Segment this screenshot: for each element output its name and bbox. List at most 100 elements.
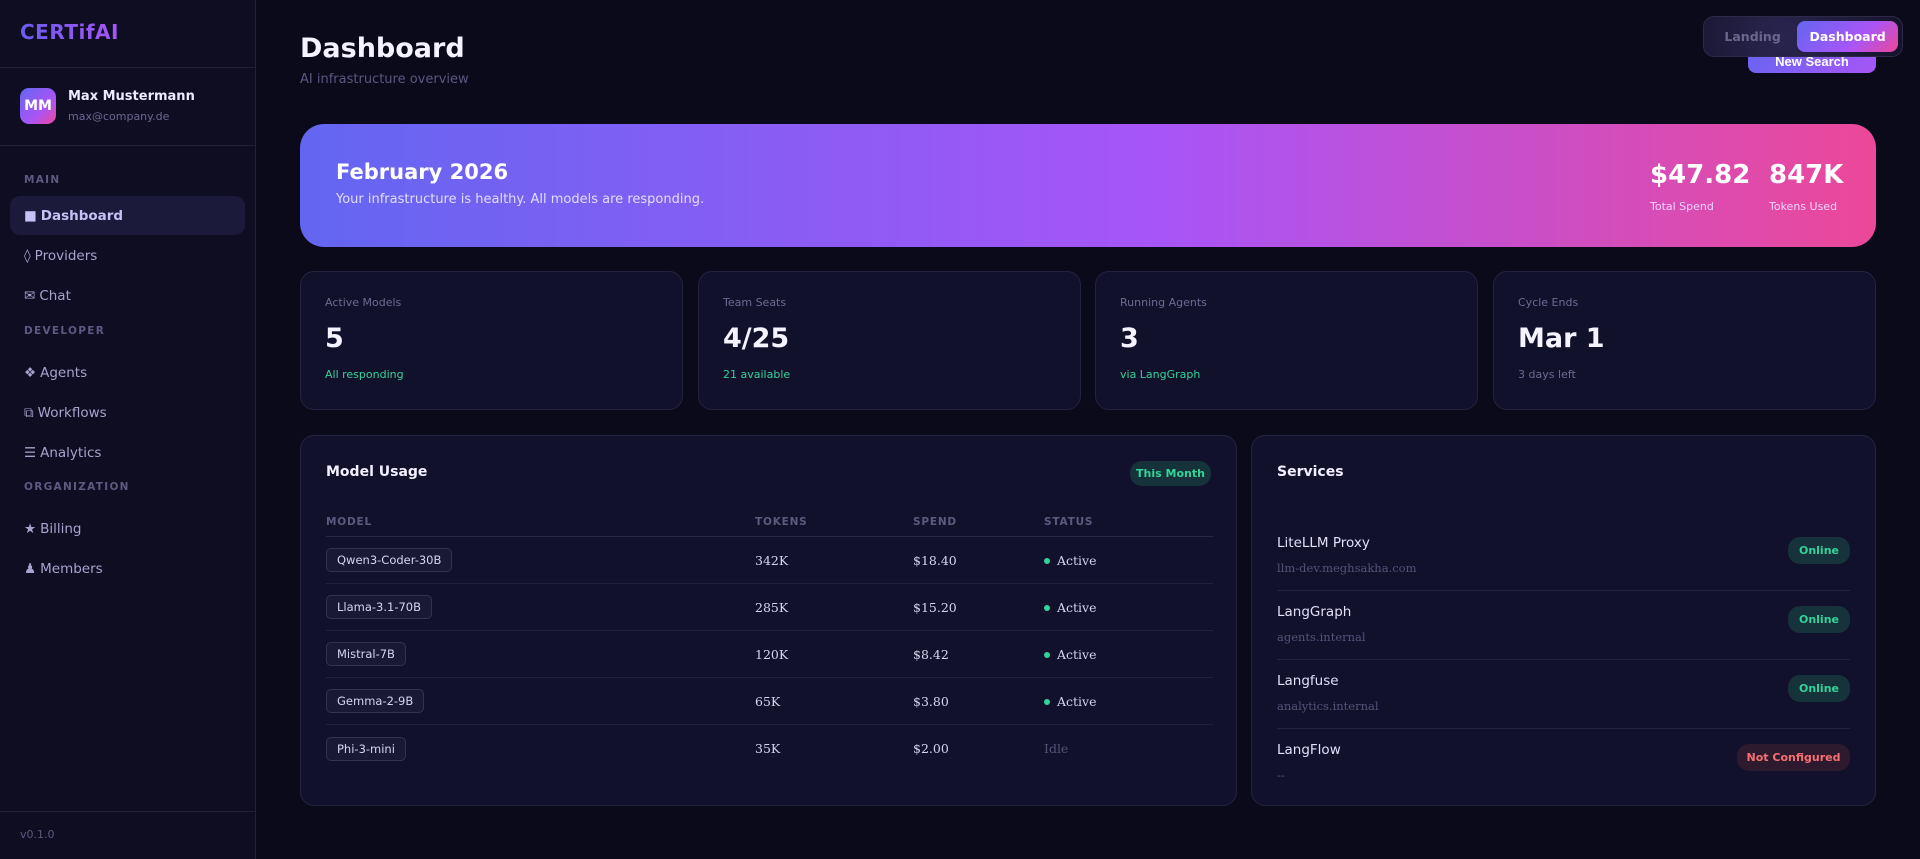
sidebar-item-analytics[interactable]: ☰ Analytics [10,433,245,472]
stat-label: Total Spend [1650,200,1714,213]
service-row[interactable]: LangFlow -- Not Configured [1277,728,1850,798]
card-label: Active Models [325,296,402,309]
providers-icon: ◊ [24,247,31,264]
panel-title: Services [1277,464,1344,480]
card-value: 5 [325,323,344,354]
model-chip: Qwen3-Coder-30B [326,548,453,572]
stat-card: Running Agents 3 via LangGraph [1095,271,1478,410]
spend-cell: $8.42 [913,646,949,662]
service-row[interactable]: LiteLLM Proxy llm-dev.meghsakha.com Online [1277,521,1850,591]
table-row[interactable]: Gemma-2-9B 65K $3.80 Active [326,678,1213,725]
status-cell: Active [1044,694,1213,709]
model-chip: Mistral-7B [326,642,406,666]
avatar: MM [20,88,56,124]
service-name: LangFlow [1277,742,1341,758]
toggle-dashboard[interactable]: Dashboard [1797,21,1898,52]
user-name: Max Mustermann [68,89,195,104]
hero-banner: February 2026 Your infrastructure is hea… [300,124,1876,247]
nav-section-label: MAIN [24,174,61,186]
sidebar-item-label: Members [40,560,103,577]
table-row[interactable]: Mistral-7B 120K $8.42 Active [326,631,1213,678]
sidebar-item-label: Analytics [40,444,102,461]
sidebar-item-label: Providers [34,247,98,264]
status-dot-icon [1044,699,1050,705]
page-subtitle: AI infrastructure overview [300,72,469,87]
service-host: agents.internal [1277,630,1366,644]
status-text: Active [1057,552,1097,568]
dashboard-icon: ■ [24,207,37,224]
card-label: Cycle Ends [1518,296,1579,309]
card-subtext: 21 available [723,368,791,381]
sidebar-item-dashboard[interactable]: ■ Dashboard [10,196,245,235]
divider [0,67,255,68]
spend-cell: $3.80 [913,693,949,709]
table-row[interactable]: Qwen3-Coder-30B 342K $18.40 Active [326,537,1213,584]
billing-icon: ★ [24,520,37,537]
card-value: Mar 1 [1518,323,1605,354]
sidebar-item-label: Workflows [37,404,107,421]
model-chip: Llama-3.1-70B [326,595,433,619]
status-cell: Active [1044,553,1213,568]
user-profile[interactable]: MM Max Mustermann max@company.de [20,88,195,124]
status-cell: Idle [1044,741,1213,756]
analytics-icon: ☰ [24,444,37,461]
status-dot-icon [1044,605,1050,611]
hero-message: Your infrastructure is healthy. All mode… [336,192,705,207]
stat-value: $47.82 [1650,160,1751,190]
service-row[interactable]: LangGraph agents.internal Online [1277,590,1850,660]
sidebar-item-label: Chat [39,287,71,304]
service-name: LiteLLM Proxy [1277,535,1370,551]
services-panel: Services LiteLLM Proxy llm-dev.meghsakha.… [1251,435,1876,806]
sidebar-item-billing[interactable]: ★ Billing [10,509,245,548]
table-header: MODEL TOKENS SPEND STATUS [326,507,1213,537]
panel-title: Model Usage [326,464,428,480]
status-cell: Active [1044,600,1213,615]
tokens-cell: 120K [755,646,789,662]
card-value: 3 [1120,323,1139,354]
page-title: Dashboard [300,33,465,64]
card-subtext: All responding [325,368,404,381]
stat-value: 847K [1769,160,1844,190]
tokens-used-stat: 847K Tokens Used [1769,160,1843,213]
model-chip: Phi-3-mini [326,736,406,761]
sidebar-item-providers[interactable]: ◊ Providers [10,236,245,275]
logo[interactable]: CERTifAI [20,20,119,44]
sidebar-item-agents[interactable]: ❖ Agents [10,353,245,392]
chat-icon: ✉ [24,287,36,304]
view-toggle: Landing Dashboard [1703,16,1903,57]
sidebar-item-members[interactable]: ♟ Members [10,549,245,588]
service-host: analytics.internal [1277,699,1379,713]
nav-section-label: ORGANIZATION [24,481,130,493]
stat-label: Tokens Used [1769,200,1838,213]
status-cell: Active [1044,647,1213,662]
card-label: Team Seats [723,296,787,309]
divider [0,811,255,812]
column-header: TOKENS [755,515,808,528]
sidebar-item-label: Agents [40,364,88,381]
sidebar-item-label: Dashboard [40,207,124,224]
column-header: SPEND [913,515,957,528]
agents-icon: ❖ [24,364,37,381]
table-row[interactable]: Phi-3-mini 35K $2.00 Idle [326,725,1213,772]
tokens-cell: 342K [755,552,789,568]
service-name: LangGraph [1277,604,1352,620]
toggle-landing[interactable]: Landing [1724,29,1781,44]
sidebar: CERTifAI MM Max Mustermann max@company.d… [0,0,256,859]
model-usage-panel: Model Usage This Month MODEL TOKENS SPEN… [300,435,1237,806]
spend-cell: $2.00 [913,741,949,756]
period-badge[interactable]: This Month [1130,461,1211,486]
status-badge: Not Configured [1737,744,1850,771]
service-name: Langfuse [1277,673,1339,689]
hero-title: February 2026 [336,160,509,184]
table-row[interactable]: Llama-3.1-70B 285K $15.20 Active [326,584,1213,631]
status-text: Active [1057,599,1097,615]
model-chip: Gemma-2-9B [326,689,425,713]
card-subtext: via LangGraph [1120,368,1201,381]
sidebar-item-workflows[interactable]: ⧉ Workflows [10,393,245,432]
model-usage-table: MODEL TOKENS SPEND STATUS Qwen3-Coder-30… [326,507,1213,772]
status-badge: Online [1788,537,1850,564]
service-host: -- [1277,768,1285,782]
card-label: Running Agents [1120,296,1207,309]
sidebar-item-chat[interactable]: ✉ Chat [10,276,245,315]
service-row[interactable]: Langfuse analytics.internal Online [1277,659,1850,729]
